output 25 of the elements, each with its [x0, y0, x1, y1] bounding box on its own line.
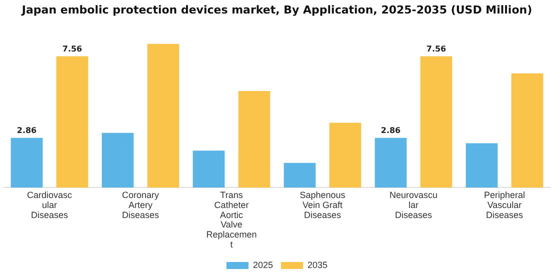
- legend-label: 2025: [252, 260, 274, 270]
- bar: [420, 56, 452, 188]
- x-tick-label: Neurovascular Diseases: [389, 190, 438, 220]
- data-label: 7.56: [426, 44, 447, 54]
- bar: [192, 150, 225, 188]
- bar: [10, 138, 43, 188]
- bar: [238, 90, 270, 188]
- bar: [466, 143, 498, 188]
- data-label: 2.86: [16, 126, 38, 135]
- bar: [56, 56, 88, 188]
- data-label: 7.56: [62, 44, 83, 54]
- x-tick-label: Coronary Artery Diseases: [122, 190, 160, 220]
- x-tick-label: Saphenous Vein Graft Diseases: [300, 190, 346, 220]
- x-tick-label: Trans Catheter Aortic Valve Replacement: [206, 190, 257, 250]
- x-tick-label: Peripheral Vascular Diseases: [484, 190, 526, 220]
- bar: [374, 138, 407, 188]
- bar: [511, 73, 544, 188]
- bar: [329, 122, 362, 188]
- bar: [102, 132, 134, 188]
- legend-label: 2035: [308, 260, 328, 270]
- bar: [284, 162, 316, 188]
- data-label: 2.86: [380, 126, 402, 135]
- bar: [147, 44, 180, 188]
- chart-title: Japan embolic protection devices market, By Application, 2025-2035 (USD Million): [20, 3, 532, 16]
- x-tick-label: Cardiovascular Diseases: [26, 190, 72, 220]
